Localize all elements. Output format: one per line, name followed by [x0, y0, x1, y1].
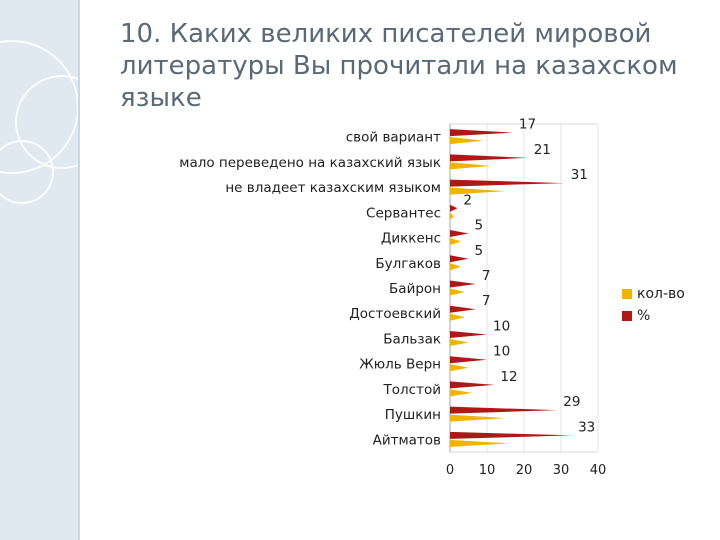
data-label: 5 [475, 218, 484, 234]
data-label: 5 [475, 243, 484, 259]
bar-percent [450, 204, 458, 212]
x-tick-label: 10 [479, 463, 496, 478]
data-label: 7 [482, 268, 491, 284]
data-label: 10 [493, 344, 510, 360]
bar-kol-vo [450, 313, 465, 321]
category-label: Достоевский [349, 306, 441, 322]
bar-percent [450, 154, 528, 162]
bar-percent [450, 381, 495, 389]
slide-title: 10. Каких великих писателей мировой лите… [120, 19, 678, 113]
bar-percent [450, 305, 476, 313]
category-label: Бальзак [383, 331, 441, 347]
legend-label-percent: % [637, 308, 651, 324]
data-label: 17 [519, 117, 536, 133]
category-label: мало переведено на казахский язык [179, 155, 441, 171]
bar-kol-vo [450, 137, 484, 145]
data-label: 12 [500, 369, 517, 385]
category-label: Диккенс [381, 231, 441, 247]
x-tick-label: 40 [590, 463, 607, 478]
x-tick-label: 30 [553, 463, 570, 478]
decorative-ring [0, 140, 54, 204]
bar-percent [450, 330, 487, 338]
category-label: Жюль Верн [359, 357, 441, 373]
category-label: Булгаков [375, 256, 441, 272]
data-label: 21 [534, 142, 551, 158]
bar-percent [450, 280, 476, 288]
bar-kol-vo [450, 212, 454, 220]
chart-legend: кол-во % [622, 283, 685, 327]
bar-kol-vo [450, 187, 506, 195]
x-tick-label: 20 [516, 463, 533, 478]
category-label: Сервантес [366, 205, 441, 221]
bar-percent [450, 230, 469, 238]
data-label: 31 [571, 167, 588, 183]
legend-item-kol-vo: кол-во [622, 283, 685, 305]
data-label: 10 [493, 318, 510, 334]
bar-kol-vo [450, 364, 469, 372]
bar-kol-vo [450, 238, 462, 246]
bar-kol-vo [450, 338, 469, 346]
legend-swatch-kol-vo [622, 289, 632, 299]
legend-item-percent: % [622, 305, 685, 327]
data-label: 2 [463, 192, 472, 208]
bar-percent [450, 129, 513, 137]
bar-percent [450, 255, 469, 263]
bar-percent [450, 431, 573, 439]
legend-swatch-percent [622, 311, 632, 321]
bar-kol-vo [450, 439, 510, 447]
bar-percent [450, 406, 558, 414]
bar-kol-vo [450, 162, 491, 170]
decorative-side-band [0, 0, 80, 540]
bar-percent [450, 356, 487, 364]
category-label: Толстой [383, 382, 441, 398]
category-label: свой вариант [346, 130, 441, 146]
legend-label-kol-vo: кол-во [637, 286, 685, 302]
decorative-divider [78, 0, 80, 540]
bar-kol-vo [450, 414, 506, 422]
data-label: 29 [563, 394, 580, 410]
x-tick-label: 0 [446, 463, 454, 478]
bar-kol-vo [450, 389, 473, 397]
data-label: 33 [578, 419, 595, 435]
data-label: 7 [482, 293, 491, 309]
bar-kol-vo [450, 288, 465, 296]
bar-percent [450, 179, 565, 187]
category-label: Пушкин [385, 407, 441, 423]
bar-kol-vo [450, 263, 462, 271]
category-label: не владеет казахским языком [225, 180, 441, 196]
category-label: Байрон [389, 281, 441, 297]
category-label: Айтматов [373, 432, 441, 448]
